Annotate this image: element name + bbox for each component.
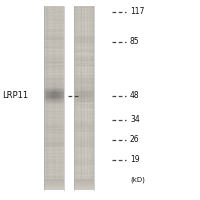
Text: 34: 34 bbox=[130, 116, 140, 124]
Text: 19: 19 bbox=[130, 156, 140, 164]
Text: 117: 117 bbox=[130, 7, 144, 17]
Text: (kD): (kD) bbox=[130, 177, 145, 183]
Text: LRP11: LRP11 bbox=[2, 92, 28, 100]
Text: 85: 85 bbox=[130, 38, 140, 46]
Text: 26: 26 bbox=[130, 136, 140, 144]
Text: 48: 48 bbox=[130, 92, 140, 100]
